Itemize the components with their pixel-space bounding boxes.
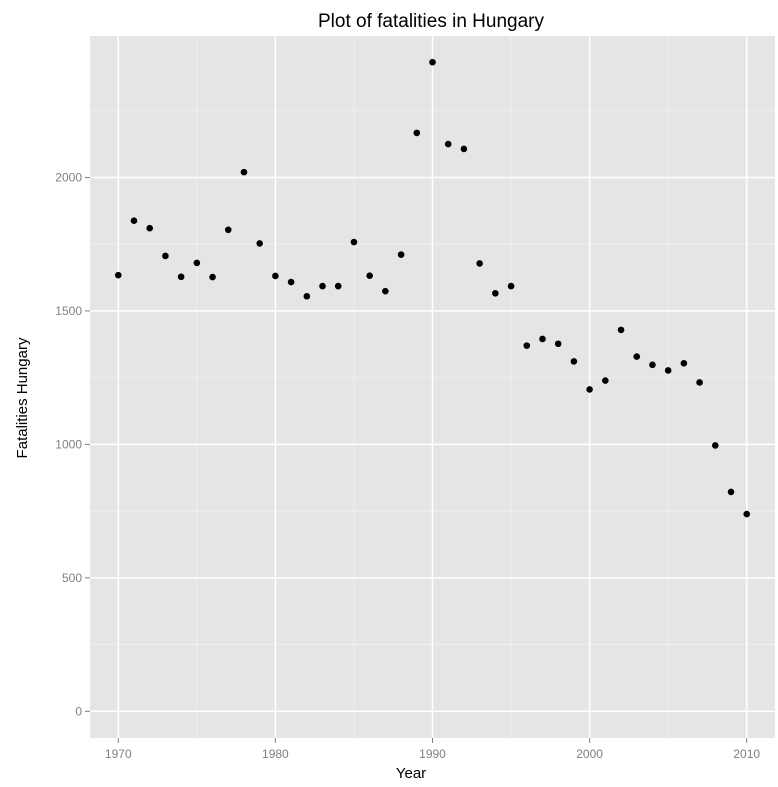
data-point [146,224,154,232]
data-point [476,260,483,267]
y-tick-label: 1500 [55,304,82,318]
data-point [413,129,421,137]
data-point [397,251,405,258]
x-tick-label: 2000 [576,747,603,761]
y-tick-label: 500 [62,571,82,585]
data-point [743,510,751,518]
y-axis-ticks: 0 500 1000 1500 2000 [55,170,90,718]
data-point [617,326,625,334]
data-point [366,272,373,279]
y-axis-title: Fatalities Hungary [14,337,31,458]
data-point [460,145,468,153]
data-point [114,271,122,279]
major-gridlines [90,36,775,738]
data-point [350,238,358,246]
data-point [303,292,311,300]
data-point [130,217,138,225]
data-point [633,353,641,360]
data-point [507,282,515,290]
x-tick-label: 1990 [419,747,446,761]
data-point [539,335,546,343]
data-points [114,58,751,518]
data-point [224,226,232,234]
data-point [193,259,201,267]
y-tick-label: 1000 [55,437,82,451]
data-point [664,367,672,374]
data-point [240,168,248,176]
data-point [209,273,216,281]
data-point [287,278,295,286]
data-point [492,290,499,297]
x-tick-label: 1980 [262,747,289,761]
data-point [696,379,703,386]
x-tick-label: 1970 [105,747,132,761]
y-tick-label: 0 [75,704,82,718]
x-axis-ticks: 1970 1980 1990 2000 2010 [105,738,760,761]
data-point [334,282,342,290]
data-point [602,377,609,384]
data-point [523,342,531,349]
data-point [256,240,263,247]
data-point [586,386,593,393]
chart-title: Plot of fatalities in Hungary [318,11,545,32]
data-point [444,140,452,148]
data-point [554,340,562,348]
x-tick-label: 2010 [733,747,760,761]
data-point [382,287,389,295]
data-point [272,272,279,280]
y-tick-label: 2000 [55,170,82,184]
data-point [570,358,578,365]
data-point [711,442,719,449]
x-axis-title: Year [396,765,426,782]
data-point [680,359,688,367]
data-point [727,488,735,496]
data-point [429,58,436,66]
data-point [162,252,169,260]
data-point [319,282,326,290]
data-point [177,273,185,281]
data-point [649,361,656,369]
